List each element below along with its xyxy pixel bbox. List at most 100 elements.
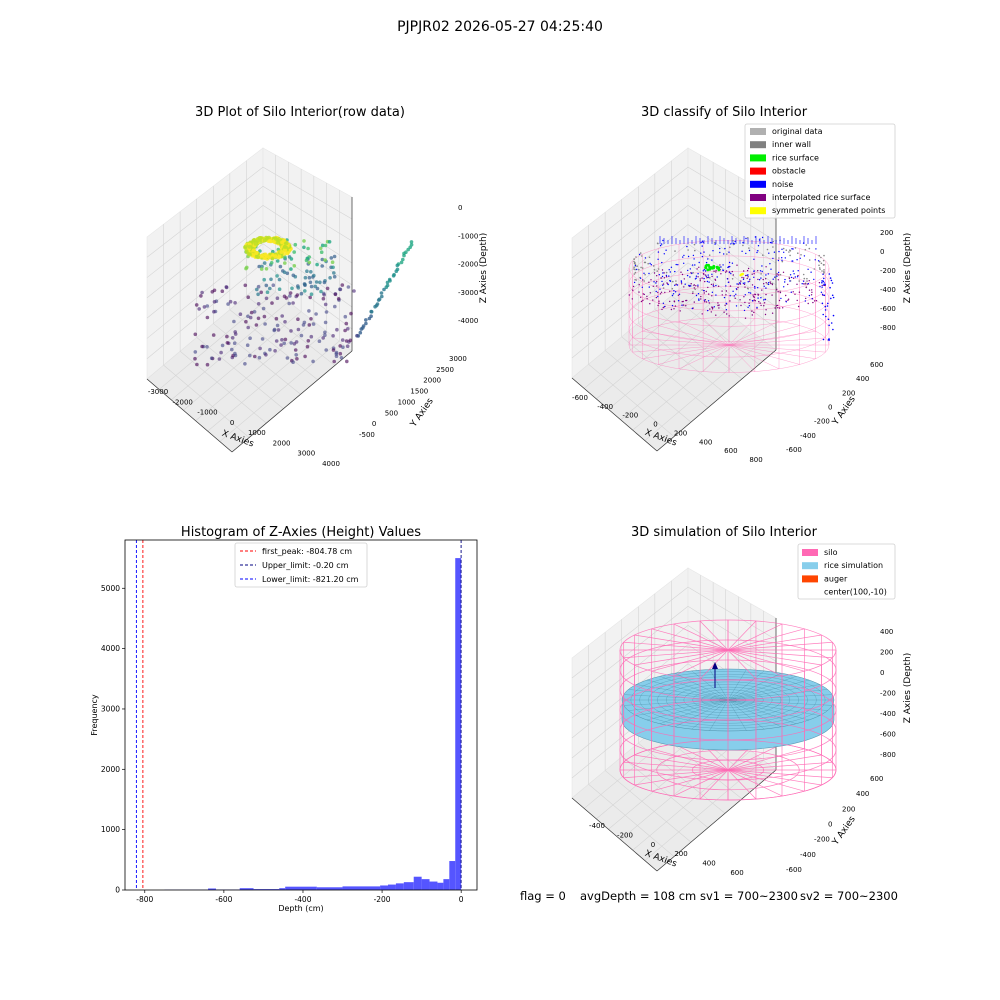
data-point (406, 247, 411, 252)
data-point (276, 328, 281, 332)
histogram-bar (395, 883, 404, 890)
grid-line (571, 185, 777, 279)
classify-plot-z-ticks: 200 0 -200 -400 -600 -800 (880, 229, 896, 332)
y-tick-label: 500 (385, 409, 398, 417)
interpolated-point (777, 291, 779, 293)
data-point (211, 333, 216, 337)
noise-point (776, 275, 778, 277)
silo-spoke (728, 337, 826, 346)
interpolated-point (729, 300, 731, 302)
rice-mesh-spoke (727, 699, 828, 711)
data-point (323, 330, 327, 335)
interpolated-point (765, 282, 767, 284)
interpolated-point (700, 295, 702, 298)
data-point (251, 238, 256, 243)
noise-point (722, 264, 724, 266)
classify-plot-y-label: Y Axies (830, 394, 858, 427)
data-point (284, 241, 289, 246)
noise-point (832, 296, 835, 299)
noise-point (707, 309, 709, 312)
y-tick-label: 3000 (449, 355, 467, 363)
data-point (289, 329, 293, 333)
inner-wall-point (766, 283, 769, 285)
interpolated-point (813, 300, 816, 302)
data-point (323, 243, 328, 248)
y-tick-label: -500 (359, 431, 375, 439)
noise-point (789, 274, 792, 276)
interpolated-point (711, 275, 713, 278)
noise-point (774, 276, 776, 278)
data-point (296, 317, 300, 322)
inner-wall-point (782, 247, 785, 250)
noise-point (831, 294, 834, 297)
x-axis-line (146, 378, 233, 453)
classify-plot-legend: original data inner wall rice surface obsta… (744, 123, 896, 219)
interpolated-point (655, 296, 658, 299)
noise-point (665, 274, 668, 277)
interpolated-point (745, 274, 747, 277)
inner-wall-point (634, 268, 636, 271)
inner-wall-point (633, 273, 636, 275)
interpolated-point (740, 304, 742, 307)
interpolated-point (708, 302, 710, 304)
inner-wall-point (671, 287, 674, 290)
data-point (373, 304, 377, 309)
interpolated-point (717, 304, 719, 307)
noise-point (686, 245, 688, 248)
data-point (293, 348, 298, 352)
interpolated-point (717, 302, 719, 304)
inner-wall-point (806, 277, 808, 280)
data-point (274, 316, 279, 321)
classify-plot-points (628, 236, 835, 341)
interpolated-point (751, 284, 754, 286)
data-point (260, 337, 265, 341)
noise-point (659, 244, 662, 247)
noise-point (734, 240, 736, 243)
noise-point (830, 297, 832, 300)
x-tick-label: -600 (215, 895, 232, 904)
noise-point (701, 245, 703, 247)
rice-surface-point (704, 266, 707, 270)
data-point (254, 251, 259, 255)
interpolated-point (652, 299, 654, 301)
y-tick-label: -200 (814, 418, 830, 426)
noise-point (742, 242, 744, 244)
data-point (280, 314, 285, 318)
interpolated-point (803, 283, 805, 285)
interpolated-point (729, 285, 732, 287)
data-point (271, 283, 276, 288)
noise-point (650, 264, 652, 266)
data-point (303, 354, 307, 359)
interpolated-point (754, 293, 757, 296)
data-point (258, 346, 262, 351)
legend-swatch (802, 575, 818, 583)
interpolated-point (749, 299, 751, 301)
interpolated-point (739, 283, 742, 285)
data-point (289, 257, 294, 261)
data-point (251, 248, 256, 253)
noise-point (723, 296, 726, 299)
noise-point (695, 294, 698, 297)
rice-mesh-spoke (727, 694, 833, 701)
data-point (282, 251, 287, 256)
noise-point (676, 284, 679, 286)
noise-point (753, 270, 755, 273)
inner-wall-point (634, 271, 637, 274)
noise-point (735, 288, 738, 290)
noise-point (711, 259, 713, 261)
data-point (209, 356, 214, 361)
silo-spoke (632, 344, 730, 353)
data-point (343, 328, 347, 333)
rice-mesh-spoke (659, 699, 729, 724)
x-tick-label: -200 (622, 412, 638, 420)
interpolated-point (628, 294, 630, 296)
noise-point (757, 245, 760, 247)
data-point (279, 343, 283, 347)
noise-point (725, 309, 728, 311)
data-point (294, 353, 299, 357)
noise-point (730, 272, 732, 275)
inner-wall-point (641, 255, 643, 257)
histogram-bar (413, 876, 422, 890)
inner-wall-point (821, 270, 823, 272)
histogram-y-ticks: 0 1000 2000 3000 4000 5000 (101, 584, 125, 895)
